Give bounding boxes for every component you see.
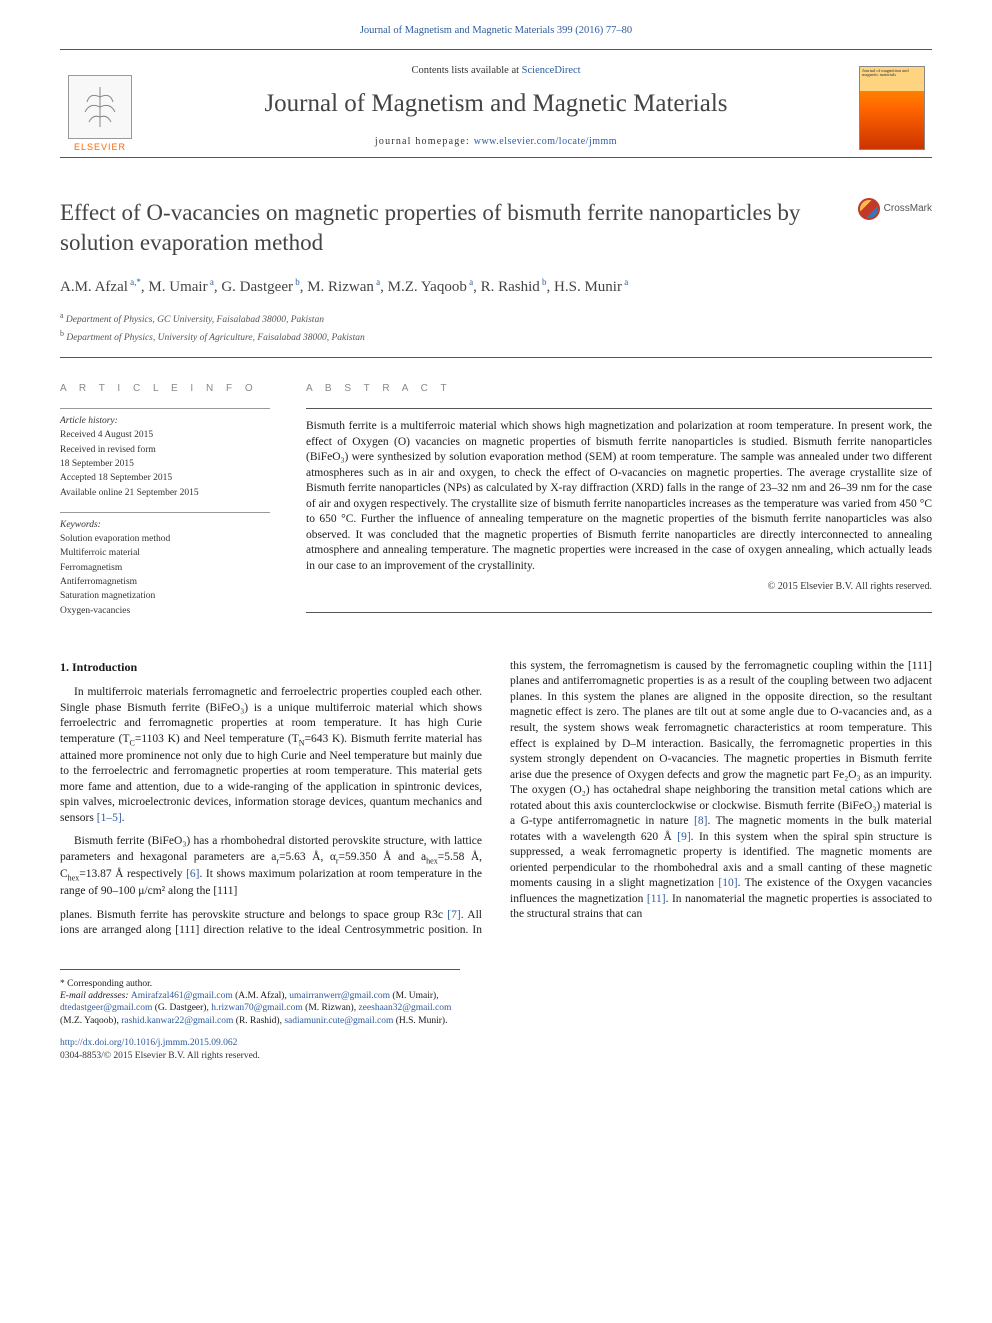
history-line: 18 September 2015 xyxy=(60,458,270,471)
cover-title: Journal of magnetism and magnetic materi… xyxy=(860,67,924,91)
history-line: Received 4 August 2015 xyxy=(60,429,270,442)
crossmark-label: CrossMark xyxy=(884,202,932,216)
journal-name: Journal of Magnetism and Magnetic Materi… xyxy=(150,86,842,121)
keyword: Ferromagnetism xyxy=(60,562,270,575)
sciencedirect-link[interactable]: ScienceDirect xyxy=(522,65,581,76)
top-citation: Journal of Magnetism and Magnetic Materi… xyxy=(60,0,932,50)
info-heading: A R T I C L E I N F O xyxy=(60,382,270,396)
keyword: Solution evaporation method xyxy=(60,533,270,546)
abstract-text: Bismuth ferrite is a multiferroic materi… xyxy=(306,408,932,613)
journal-cover: Journal of magnetism and magnetic materi… xyxy=(852,58,932,158)
title-divider xyxy=(60,357,932,358)
citation-6[interactable]: [6] xyxy=(186,868,199,880)
body-text: 1. Introduction In multiferroic material… xyxy=(60,659,932,939)
footnotes: * Corresponding author. E-mail addresses… xyxy=(60,969,460,1027)
history-line: Received in revised form xyxy=(60,444,270,457)
email-link[interactable]: zeeshaan32@gmail.com xyxy=(358,1003,451,1013)
abstract-heading: A B S T R A C T xyxy=(306,382,932,396)
citation-1-5[interactable]: [1–5] xyxy=(97,812,122,824)
section-1-heading: 1. Introduction xyxy=(60,659,482,675)
keyword: Antiferromagnetism xyxy=(60,576,270,589)
email-link[interactable]: umairranwerr@gmail.com xyxy=(289,991,390,1001)
history-line: Accepted 18 September 2015 xyxy=(60,472,270,485)
citation-9[interactable]: [9] xyxy=(677,831,690,843)
authors-line: A.M. Afzal a,*, M. Umair a, G. Dastgeer … xyxy=(60,276,932,298)
abstract-copyright: © 2015 Elsevier B.V. All rights reserved… xyxy=(306,580,932,594)
article-title: Effect of O-vacancies on magnetic proper… xyxy=(60,198,838,258)
bottom-meta: http://dx.doi.org/10.1016/j.jmmm.2015.09… xyxy=(60,1037,932,1064)
crossmark-badge[interactable]: CrossMark xyxy=(858,198,932,220)
history-label: Article history: xyxy=(60,415,270,428)
citation-8[interactable]: [8] xyxy=(694,815,707,827)
elsevier-tree-icon xyxy=(68,75,132,139)
affiliations: a Department of Physics, GC University, … xyxy=(60,310,932,345)
citation-7[interactable]: [7] xyxy=(447,909,460,921)
citation-11[interactable]: [11] xyxy=(647,893,666,905)
doi-link[interactable]: http://dx.doi.org/10.1016/j.jmmm.2015.09… xyxy=(60,1038,237,1048)
email-addresses: E-mail addresses: Amirafzal461@gmail.com… xyxy=(60,990,460,1027)
contents-prefix: Contents lists available at xyxy=(411,65,521,76)
crossmark-icon xyxy=(858,198,880,220)
contents-line: Contents lists available at ScienceDirec… xyxy=(150,64,842,79)
citation-10[interactable]: [10] xyxy=(718,877,737,889)
keywords-label: Keywords: xyxy=(60,519,270,532)
body-paragraph: In multiferroic materials ferromagnetic … xyxy=(60,685,482,826)
history-line: Available online 21 September 2015 xyxy=(60,487,270,500)
keyword: Multiferroic material xyxy=(60,547,270,560)
elsevier-logo: ELSEVIER xyxy=(60,58,140,158)
email-link[interactable]: rashid.kanwar22@gmail.com xyxy=(121,1016,233,1026)
journal-header: ELSEVIER Contents lists available at Sci… xyxy=(60,50,932,159)
issn-copyright: 0304-8853/© 2015 Elsevier B.V. All right… xyxy=(60,1050,932,1063)
homepage-line: journal homepage: www.elsevier.com/locat… xyxy=(150,135,842,149)
email-link[interactable]: Amirafzal461@gmail.com xyxy=(131,991,233,1001)
header-center: Contents lists available at ScienceDirec… xyxy=(140,58,852,158)
keyword: Oxygen-vacancies xyxy=(60,605,270,618)
email-link[interactable]: h.rizwan70@gmail.com xyxy=(211,1003,303,1013)
email-link[interactable]: dtedastgeer@gmail.com xyxy=(60,1003,152,1013)
abstract: A B S T R A C T Bismuth ferrite is a mul… xyxy=(306,382,932,619)
article-info: A R T I C L E I N F O Article history: R… xyxy=(60,382,270,619)
homepage-prefix: journal homepage: xyxy=(375,136,474,147)
body-paragraph: Bismuth ferrite (BiFeO₃) has a rhombohed… xyxy=(60,834,482,899)
elsevier-label: ELSEVIER xyxy=(74,141,126,154)
corresponding-author: * Corresponding author. xyxy=(60,978,460,990)
keyword: Saturation magnetization xyxy=(60,590,270,603)
homepage-link[interactable]: www.elsevier.com/locate/jmmm xyxy=(474,136,617,147)
email-link[interactable]: sadiamunir.cute@gmail.com xyxy=(284,1016,393,1026)
